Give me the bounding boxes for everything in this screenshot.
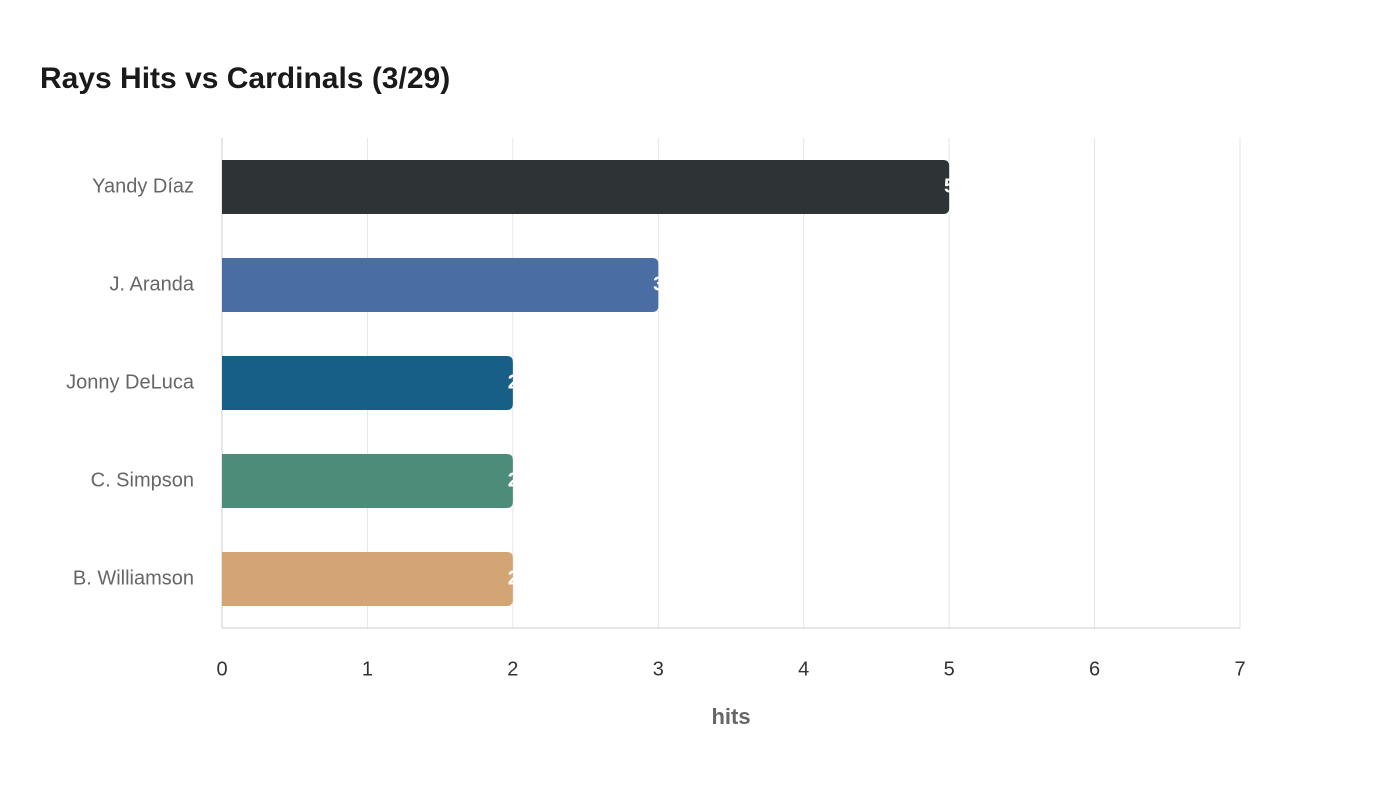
bar bbox=[222, 454, 513, 508]
data-label: 2 bbox=[508, 567, 519, 589]
bar bbox=[222, 160, 950, 214]
data-label: 2 bbox=[508, 371, 519, 393]
x-tick-label: 0 bbox=[216, 658, 227, 680]
y-tick-label: Yandy Díaz bbox=[92, 175, 194, 197]
bar bbox=[222, 552, 513, 606]
y-tick-label: C. Simpson bbox=[91, 469, 194, 491]
y-tick-label: Jonny DeLuca bbox=[66, 371, 195, 393]
x-tick-label: 3 bbox=[653, 658, 664, 680]
data-label: 2 bbox=[508, 469, 519, 491]
y-tick-label: B. Williamson bbox=[73, 567, 194, 589]
x-tick-label: 1 bbox=[362, 658, 373, 680]
x-axis-label: hits bbox=[711, 704, 750, 729]
data-label: 5 bbox=[944, 175, 955, 197]
chart-title: Rays Hits vs Cardinals (3/29) bbox=[40, 62, 450, 95]
x-tick-label: 2 bbox=[507, 658, 518, 680]
y-tick-label: J. Aranda bbox=[109, 273, 194, 295]
bar bbox=[222, 356, 513, 410]
x-tick-label: 4 bbox=[798, 658, 809, 680]
x-tick-label: 7 bbox=[1234, 658, 1245, 680]
data-label: 3 bbox=[653, 273, 664, 295]
x-tick-label: 6 bbox=[1089, 658, 1100, 680]
bar bbox=[222, 258, 659, 312]
x-tick-label: 5 bbox=[944, 658, 955, 680]
